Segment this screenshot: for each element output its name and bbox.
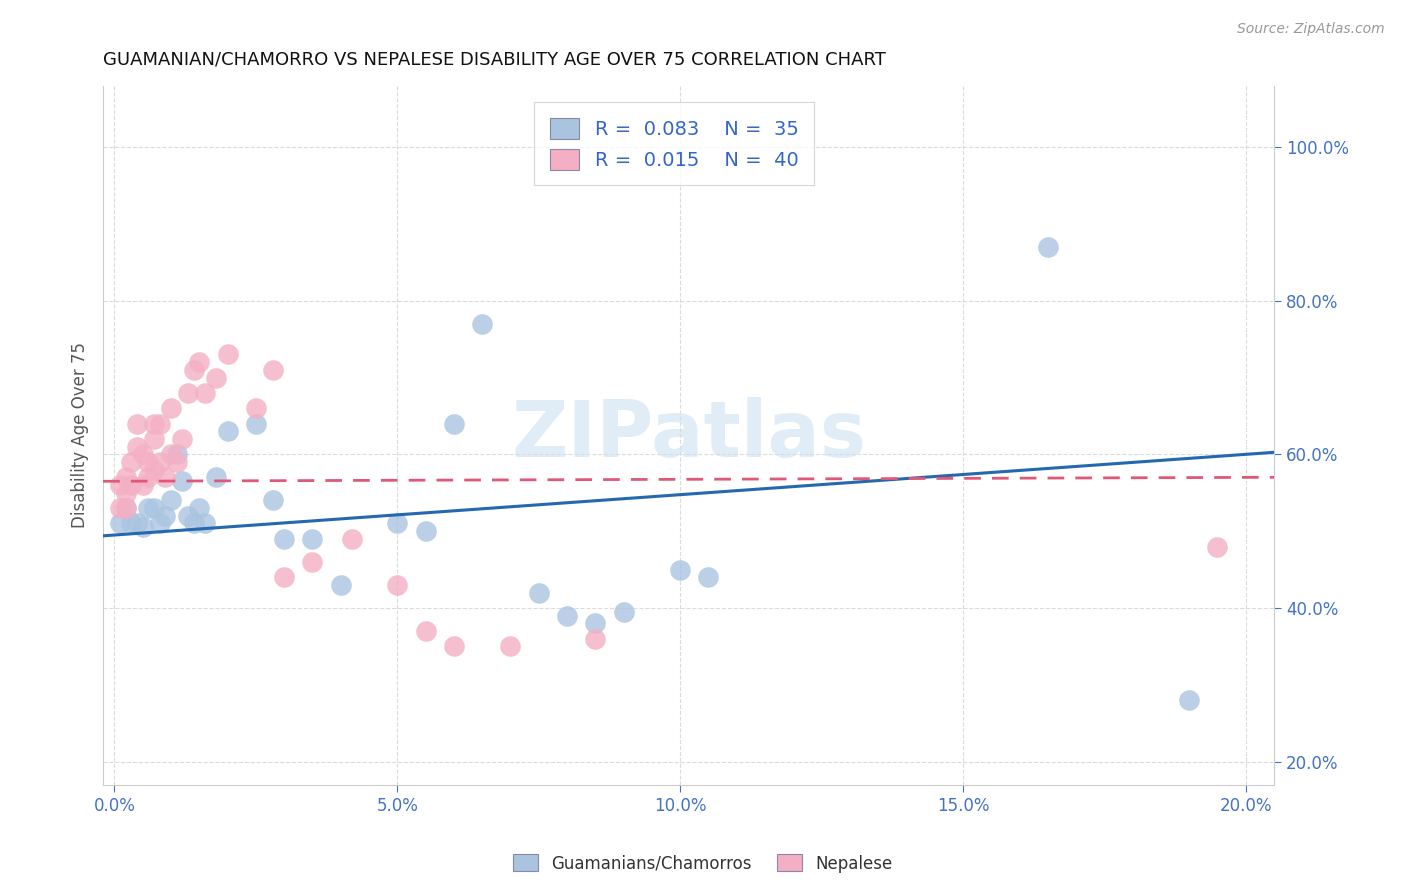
Point xyxy=(194,516,217,531)
Point xyxy=(138,455,160,469)
Point xyxy=(155,470,177,484)
Text: Source: ZipAtlas.com: Source: ZipAtlas.com xyxy=(1237,22,1385,37)
Point xyxy=(143,501,166,516)
Point xyxy=(205,370,228,384)
Point xyxy=(1206,540,1229,554)
Point xyxy=(612,605,634,619)
Point xyxy=(273,532,295,546)
Point xyxy=(583,632,606,646)
Point xyxy=(160,447,183,461)
Text: GUAMANIAN/CHAMORRO VS NEPALESE DISABILITY AGE OVER 75 CORRELATION CHART: GUAMANIAN/CHAMORRO VS NEPALESE DISABILIT… xyxy=(103,51,886,69)
Point xyxy=(125,417,148,431)
Point xyxy=(245,401,267,416)
Point xyxy=(415,524,437,538)
Point xyxy=(149,417,172,431)
Text: ZIPatlas: ZIPatlas xyxy=(510,397,866,473)
Point xyxy=(160,401,183,416)
Point xyxy=(555,608,578,623)
Point xyxy=(188,501,211,516)
Point xyxy=(172,432,194,446)
Y-axis label: Disability Age Over 75: Disability Age Over 75 xyxy=(72,343,89,528)
Point xyxy=(132,520,155,534)
Point xyxy=(138,501,160,516)
Point xyxy=(217,425,239,439)
Point xyxy=(108,501,131,516)
Point xyxy=(499,640,522,654)
Point xyxy=(143,463,166,477)
Point xyxy=(183,516,205,531)
Point xyxy=(143,432,166,446)
Point xyxy=(143,417,166,431)
Point xyxy=(273,570,295,584)
Point xyxy=(301,532,323,546)
Point xyxy=(301,555,323,569)
Point xyxy=(443,640,465,654)
Point xyxy=(125,440,148,454)
Point xyxy=(108,516,131,531)
Point xyxy=(149,516,172,531)
Point xyxy=(1178,693,1201,707)
Point xyxy=(149,455,172,469)
Point xyxy=(583,616,606,631)
Point xyxy=(166,455,188,469)
Point xyxy=(160,493,183,508)
Point xyxy=(188,355,211,369)
Legend: R =  0.083    N =  35, R =  0.015    N =  40: R = 0.083 N = 35, R = 0.015 N = 40 xyxy=(534,103,814,186)
Point xyxy=(120,478,142,492)
Point xyxy=(114,485,136,500)
Point xyxy=(172,475,194,489)
Point xyxy=(415,624,437,638)
Point xyxy=(177,385,200,400)
Point xyxy=(471,317,494,331)
Point xyxy=(132,478,155,492)
Point xyxy=(120,455,142,469)
Point xyxy=(697,570,720,584)
Point xyxy=(155,508,177,523)
Point xyxy=(262,363,284,377)
Point xyxy=(217,347,239,361)
Point xyxy=(177,508,200,523)
Point xyxy=(387,516,409,531)
Point xyxy=(138,470,160,484)
Point xyxy=(166,447,188,461)
Point xyxy=(443,417,465,431)
Point xyxy=(114,470,136,484)
Point xyxy=(340,532,363,546)
Point xyxy=(262,493,284,508)
Point xyxy=(132,447,155,461)
Point xyxy=(125,516,148,531)
Point xyxy=(205,470,228,484)
Legend: Guamanians/Chamorros, Nepalese: Guamanians/Chamorros, Nepalese xyxy=(506,847,900,880)
Point xyxy=(1036,240,1059,254)
Point xyxy=(114,501,136,516)
Point xyxy=(183,363,205,377)
Point xyxy=(108,478,131,492)
Point xyxy=(387,578,409,592)
Point xyxy=(329,578,352,592)
Point xyxy=(114,501,136,516)
Point xyxy=(527,585,550,599)
Point xyxy=(245,417,267,431)
Point xyxy=(194,385,217,400)
Point xyxy=(120,516,142,531)
Point xyxy=(669,563,692,577)
